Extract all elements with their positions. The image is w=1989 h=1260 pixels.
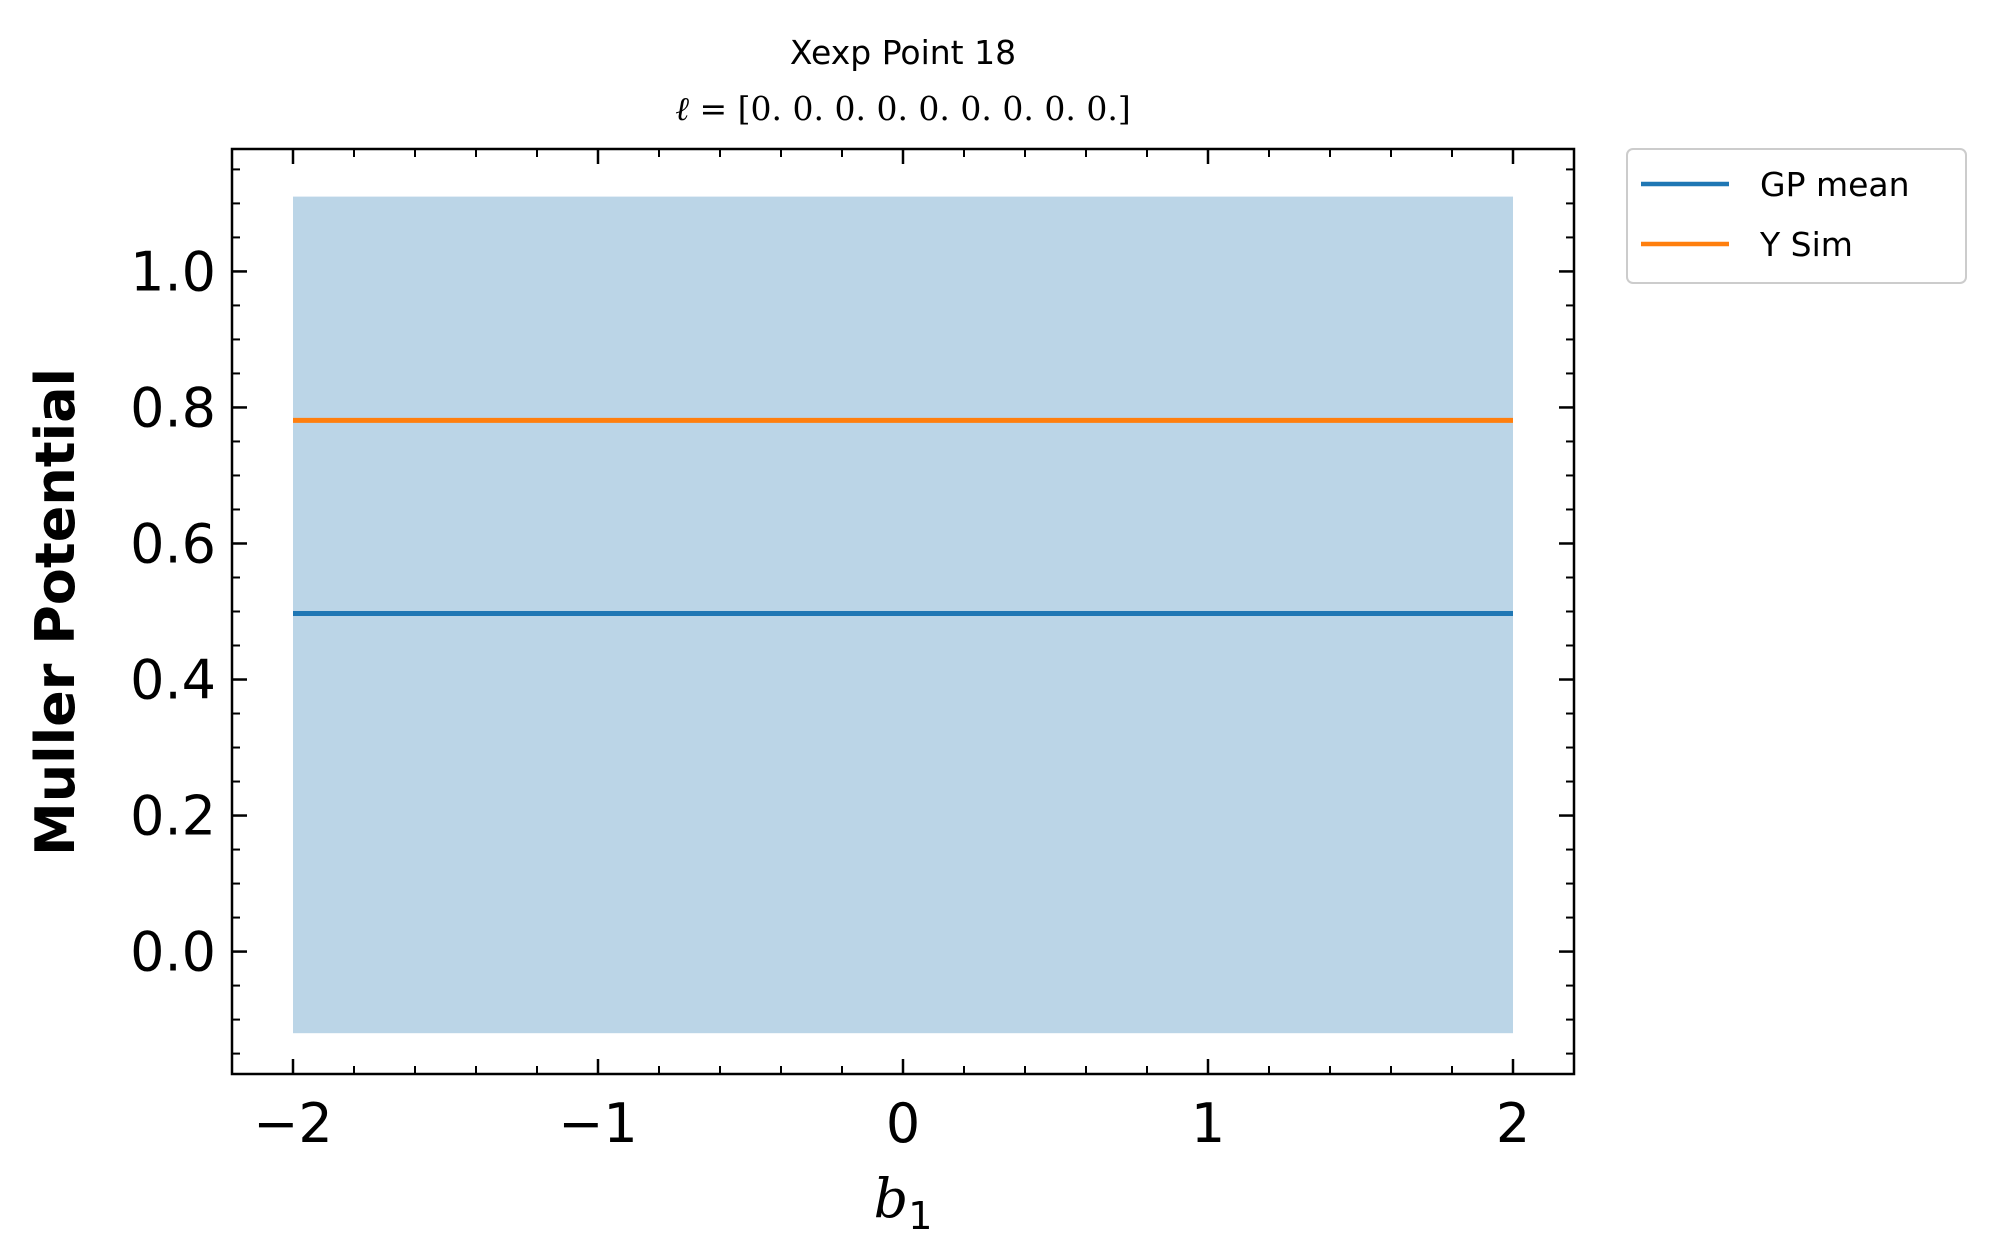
legend-label-gp-mean: GP mean bbox=[1760, 165, 1910, 204]
subtitle-symbol: ℓ bbox=[675, 89, 689, 128]
x-axis-label-subscript: 1 bbox=[908, 1194, 932, 1238]
y-tick-label: 0.0 bbox=[130, 921, 216, 984]
x-axis-label-main: b bbox=[874, 1167, 909, 1230]
x-axis-label: b1 bbox=[874, 1167, 933, 1238]
plot-frame bbox=[230, 147, 1576, 1076]
tick-layer: −2 −1 0 1 2 0.0 0.2 0.4 0.6 0.8 1.0 bbox=[130, 149, 1575, 1155]
y-tick-label: 0.4 bbox=[130, 649, 216, 712]
legend: GP mean Y Sim bbox=[1626, 148, 1967, 284]
y-tick-label: 1.0 bbox=[130, 240, 216, 303]
y-tick-label: 0.8 bbox=[130, 376, 216, 439]
x-tick-label: 2 bbox=[1496, 1092, 1530, 1155]
x-tick-label: 1 bbox=[1191, 1092, 1225, 1155]
legend-label-y-sim: Y Sim bbox=[1759, 225, 1853, 264]
chart-title: Xexp Point 18 bbox=[790, 33, 1016, 72]
y-tick-label: 0.6 bbox=[130, 512, 216, 575]
series-layer bbox=[293, 417, 1513, 617]
y-tick-label: 0.2 bbox=[130, 785, 216, 848]
y-axis-label: Muller Potential bbox=[24, 368, 87, 856]
chart-subtitle: ℓ = [0. 0. 0. 0. 0. 0. 0. 0. 0.] bbox=[675, 89, 1130, 128]
x-tick-label: −2 bbox=[253, 1092, 333, 1155]
subtitle-values: = [0. 0. 0. 0. 0. 0. 0. 0. 0.] bbox=[689, 89, 1131, 128]
x-tick-label: −1 bbox=[558, 1092, 638, 1155]
x-tick-label: 0 bbox=[886, 1092, 920, 1155]
